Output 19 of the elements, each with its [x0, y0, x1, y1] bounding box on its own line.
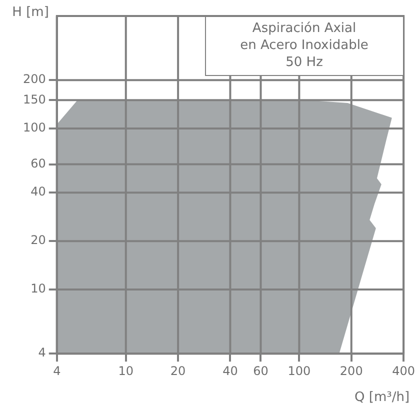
- y-tick-label: 150: [23, 92, 46, 106]
- x-tick-label: 200: [340, 364, 363, 378]
- x-tick-label: 4: [53, 364, 61, 378]
- y-tick-label: 20: [30, 233, 46, 248]
- y-tick-label: 60: [30, 156, 46, 170]
- y-tick-label: 40: [30, 184, 46, 199]
- x-tick-label: 40: [222, 364, 238, 378]
- x-tick-label: 20: [170, 364, 186, 378]
- y-axis-title: H [m]: [12, 4, 49, 20]
- x-tick-label: 400: [392, 364, 415, 378]
- x-tick-label: 100: [288, 364, 311, 378]
- x-tick-label: 10: [118, 364, 134, 378]
- y-tick-label: 200: [23, 72, 46, 86]
- x-axis-title: Q [m³/h]: [354, 390, 410, 405]
- y-tick-label: 4: [38, 346, 46, 360]
- y-tick-label: 10: [30, 282, 46, 296]
- title-box: Aspiración Axial en Acero Inoxidable 50 Hz: [205, 16, 404, 76]
- x-tick-label: 60: [253, 364, 268, 378]
- y-tick-label: 100: [23, 120, 46, 135]
